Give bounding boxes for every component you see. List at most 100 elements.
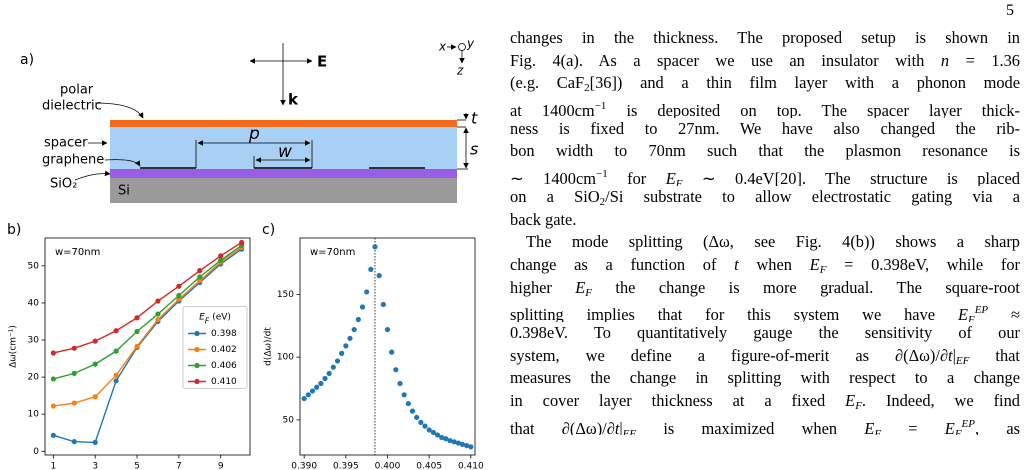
text: bon width to 70nm such that the plasmon … <box>510 141 1020 161</box>
text: E <box>809 254 820 274</box>
point <box>92 439 98 445</box>
text: 2 <box>584 82 590 95</box>
point <box>318 380 324 387</box>
label: E <box>317 53 327 71</box>
point <box>380 301 386 308</box>
text: F <box>585 286 593 299</box>
y-axis-label: Δω(cm⁻¹) <box>9 325 19 368</box>
text: F <box>967 314 975 322</box>
point <box>92 338 98 344</box>
text: −1 <box>594 100 607 113</box>
point <box>50 350 56 356</box>
text: = <box>881 418 945 436</box>
label: SiO₂ <box>50 177 77 192</box>
text: (eV) <box>209 312 231 322</box>
y-tick-label: 0 <box>33 447 39 457</box>
point <box>155 317 161 323</box>
point <box>434 432 441 438</box>
text: is deposited on top. The spacer layer th… <box>606 101 1020 118</box>
legend-swatch <box>194 378 200 385</box>
label: z <box>456 64 464 78</box>
text-line: measures the change in splitting with re… <box>510 367 1020 390</box>
text: F <box>205 317 210 326</box>
y-tick-label: 40 <box>28 298 40 308</box>
text-line: bon width to 70nm such that the plasmon … <box>510 140 1020 163</box>
point <box>309 388 316 394</box>
point <box>218 253 224 259</box>
point <box>439 434 445 441</box>
point <box>50 376 56 382</box>
panel-label: b) <box>7 222 21 238</box>
text: change as a function of <box>510 254 735 274</box>
x-tick-label: 9 <box>218 462 224 470</box>
series-line <box>53 241 243 354</box>
text: E <box>575 277 586 297</box>
text: n <box>940 50 950 70</box>
legend-box <box>182 306 248 389</box>
text: ∼ 0.4eV[20]. The structure is placed <box>682 169 1020 186</box>
point <box>447 437 453 444</box>
point <box>197 278 203 284</box>
point <box>134 343 140 349</box>
text: at 1400cm <box>510 101 595 118</box>
point <box>176 283 182 289</box>
y-tick-label: 50 <box>28 261 40 271</box>
x-tick-label: 0.405 <box>416 462 442 470</box>
text-line: ∼ 1400cm−1 for EF ∼ 0.4eV[20]. The struc… <box>510 163 1020 186</box>
point <box>326 370 332 377</box>
point <box>330 364 336 370</box>
text: E <box>622 427 630 436</box>
point <box>50 403 56 409</box>
point <box>113 328 119 334</box>
point <box>443 436 449 442</box>
text: , as <box>975 418 1020 436</box>
point <box>71 345 77 351</box>
text-line: 0.398eV. To quantitatively gauge the sen… <box>510 322 1020 345</box>
point <box>451 439 457 445</box>
x-tick-label: 7 <box>176 462 182 470</box>
point <box>176 292 182 299</box>
x-tick-label: 5 <box>134 462 140 470</box>
legend-label: 0.402 <box>211 345 237 355</box>
label: k <box>288 91 299 109</box>
point <box>430 429 436 436</box>
text-line: higher EF the change is more gradual. Th… <box>510 277 1020 300</box>
point <box>113 372 119 378</box>
text: −1 <box>595 168 608 181</box>
point <box>468 444 474 450</box>
text: that <box>969 345 1020 365</box>
text: ness is fixed to 27nm. We have also chan… <box>510 118 1020 138</box>
series-line <box>53 248 243 444</box>
text: F <box>874 427 882 436</box>
point <box>418 419 424 425</box>
text: for <box>607 169 666 186</box>
text: splitting implies that for this system w… <box>510 305 958 322</box>
text: EP <box>974 304 989 317</box>
diagram-labels: polar dielectric spacer graphene SiO₂ Si… <box>42 37 478 199</box>
plot-frame <box>44 237 251 456</box>
label: x <box>438 40 447 54</box>
point <box>134 328 140 335</box>
point <box>401 392 407 398</box>
text: EP <box>961 417 975 430</box>
text-line: in cover layer thickness at a fixed EF. … <box>510 390 1020 413</box>
annotation: w=70nm <box>55 247 100 258</box>
point <box>113 348 119 354</box>
point <box>409 408 416 414</box>
legend-swatch <box>194 362 200 369</box>
setup-diagram: a) polar dielectr <box>20 37 478 203</box>
point <box>71 400 77 406</box>
label: s <box>470 140 478 159</box>
plot-frame <box>299 237 476 456</box>
point <box>397 380 403 387</box>
point <box>459 441 466 447</box>
text: [36]) and a thin film layer with a phono… <box>589 73 1020 93</box>
point <box>384 326 391 333</box>
text-line: that ∂(Δω)/∂t|EF is maximized when EF = … <box>510 413 1020 436</box>
point <box>405 400 411 407</box>
text: measures the change in splitting with re… <box>510 368 1020 388</box>
point <box>155 298 161 304</box>
text: The mode splitting (Δω, see Fig. 4(b)) s… <box>526 232 1020 252</box>
annotation: w=70nm <box>310 247 355 258</box>
text: /Si substrate to allow electrostatic gat… <box>605 186 1020 206</box>
